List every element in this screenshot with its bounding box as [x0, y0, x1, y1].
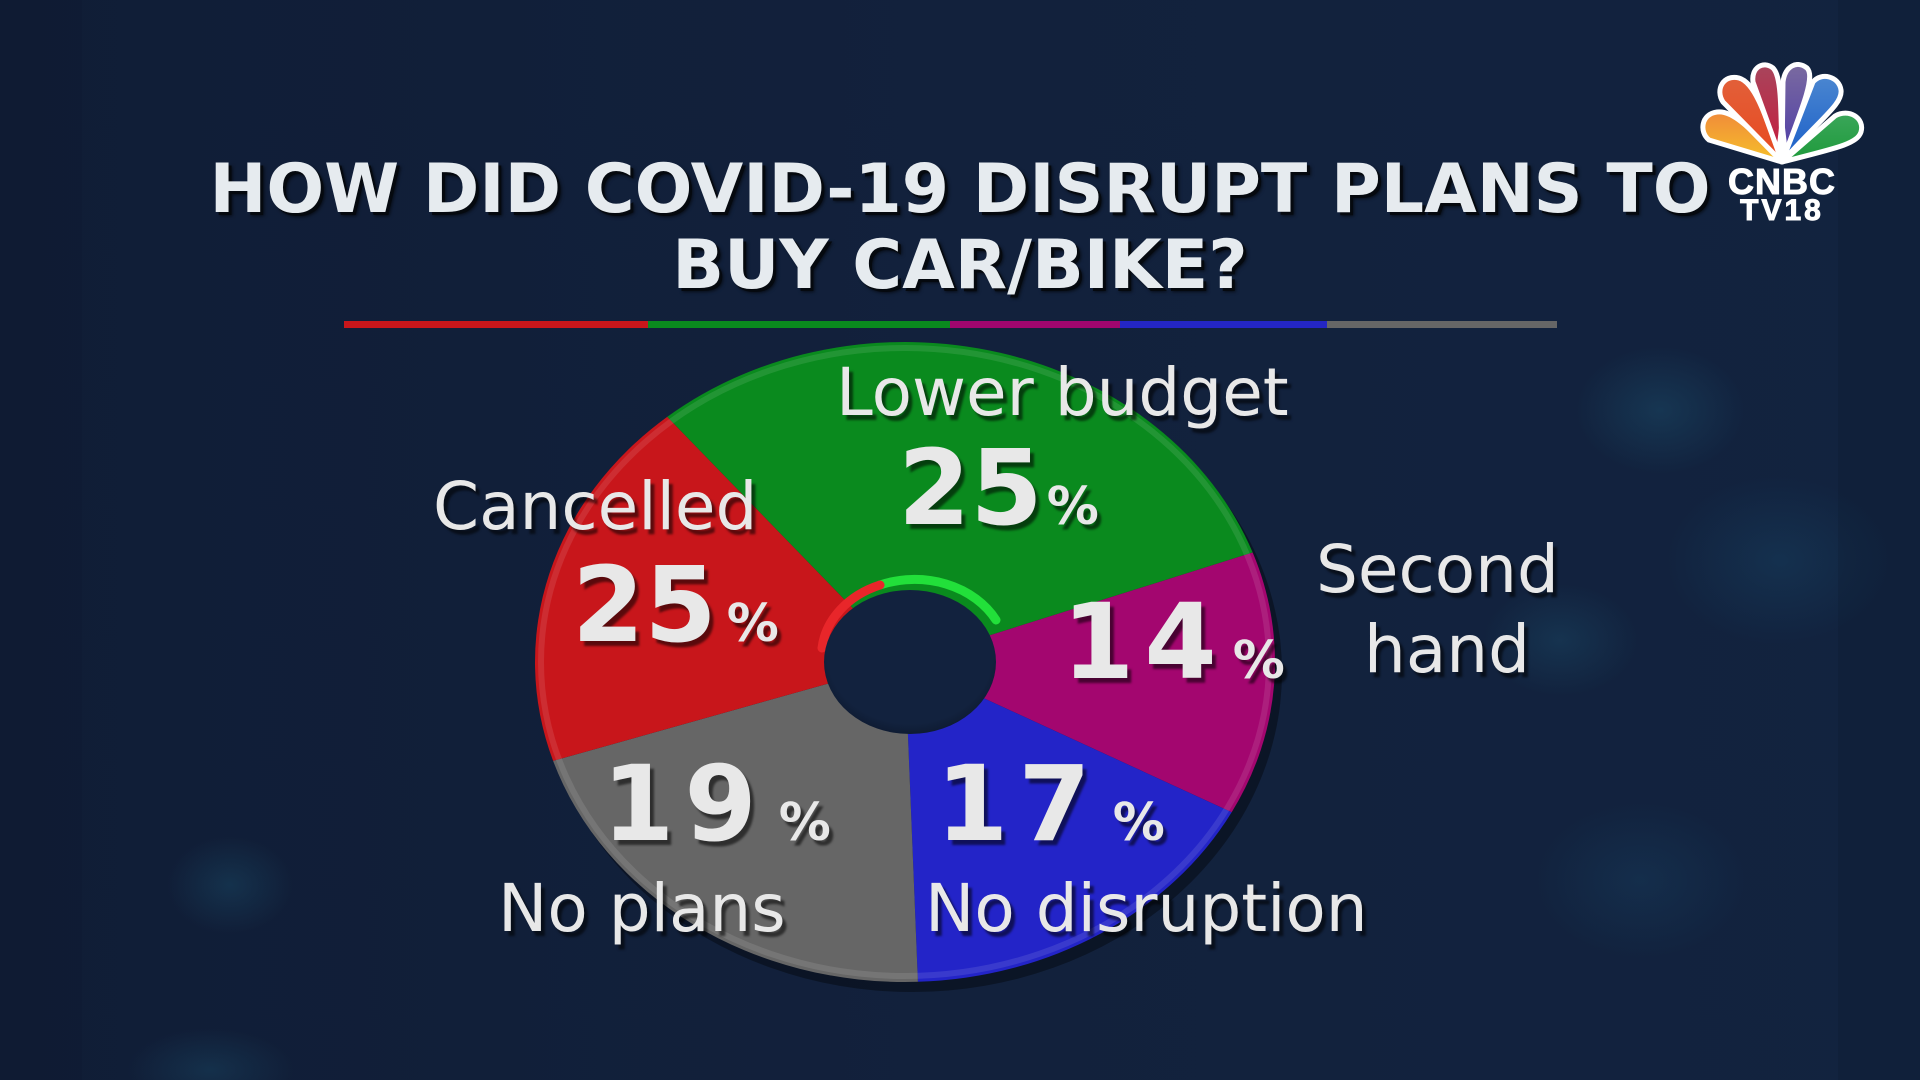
slice-value-lower-budget: 25%	[898, 436, 1099, 540]
value-number: 25	[898, 427, 1043, 549]
slice-label-second-hand-line-1: Second	[1316, 531, 1559, 608]
slice-label-lower-budget: Lower budget	[836, 354, 1289, 431]
cnbc-tv18-logo: CNBC TV18	[1697, 62, 1867, 227]
value-number: 17	[936, 743, 1101, 865]
slice-no-plans	[553, 662, 918, 982]
slice-value-cancelled: 25%	[572, 553, 779, 657]
percent-sign: %	[1232, 631, 1285, 691]
percent-sign: %	[778, 793, 831, 853]
rule-segment	[648, 321, 950, 328]
hole-rim-highlight-green	[875, 574, 1001, 625]
slice-lower-budget	[667, 342, 1253, 662]
slice-value-no-plans: 19%	[602, 752, 831, 856]
slice-value-no-disruption: 17%	[936, 752, 1165, 856]
value-number: 14	[1062, 581, 1227, 703]
percent-sign: %	[1112, 793, 1165, 853]
rule-segment	[344, 321, 648, 328]
color-rule-divider	[344, 321, 1557, 328]
donut-hole	[824, 590, 996, 734]
rule-segment	[950, 321, 1120, 328]
slice-cancelled	[535, 416, 905, 761]
rule-segment	[1327, 321, 1557, 328]
slice-label-no-plans: No plans	[498, 870, 786, 947]
value-number: 25	[572, 544, 717, 666]
percent-sign: %	[726, 594, 779, 654]
chart-title-line-1: HOW DID COVID-19 DISRUPT PLANS TO	[209, 150, 1711, 229]
logo-text-cnbc: CNBC	[1728, 161, 1836, 202]
slice-label-no-disruption: No disruption	[925, 870, 1368, 947]
peacock-icon	[1700, 62, 1865, 165]
slice-second-hand	[905, 552, 1275, 813]
logo-text-tv18: TV18	[1740, 194, 1824, 227]
value-number: 19	[602, 743, 767, 865]
background-panel-left	[0, 0, 82, 1080]
background-panel-right	[1838, 0, 1920, 1080]
slice-no-disruption	[905, 662, 1232, 982]
donut-rim	[538, 345, 1272, 979]
slice-label-cancelled: Cancelled	[433, 468, 758, 545]
slice-value-second-hand: 14%	[1062, 590, 1285, 694]
slice-label-second-hand-line-2: hand	[1364, 611, 1530, 688]
percent-sign: %	[1046, 477, 1099, 537]
rule-segment	[1120, 321, 1327, 328]
hole-rim-highlight-red	[817, 580, 885, 653]
chart-title-line-2: BUY CAR/BIKE?	[672, 226, 1248, 305]
